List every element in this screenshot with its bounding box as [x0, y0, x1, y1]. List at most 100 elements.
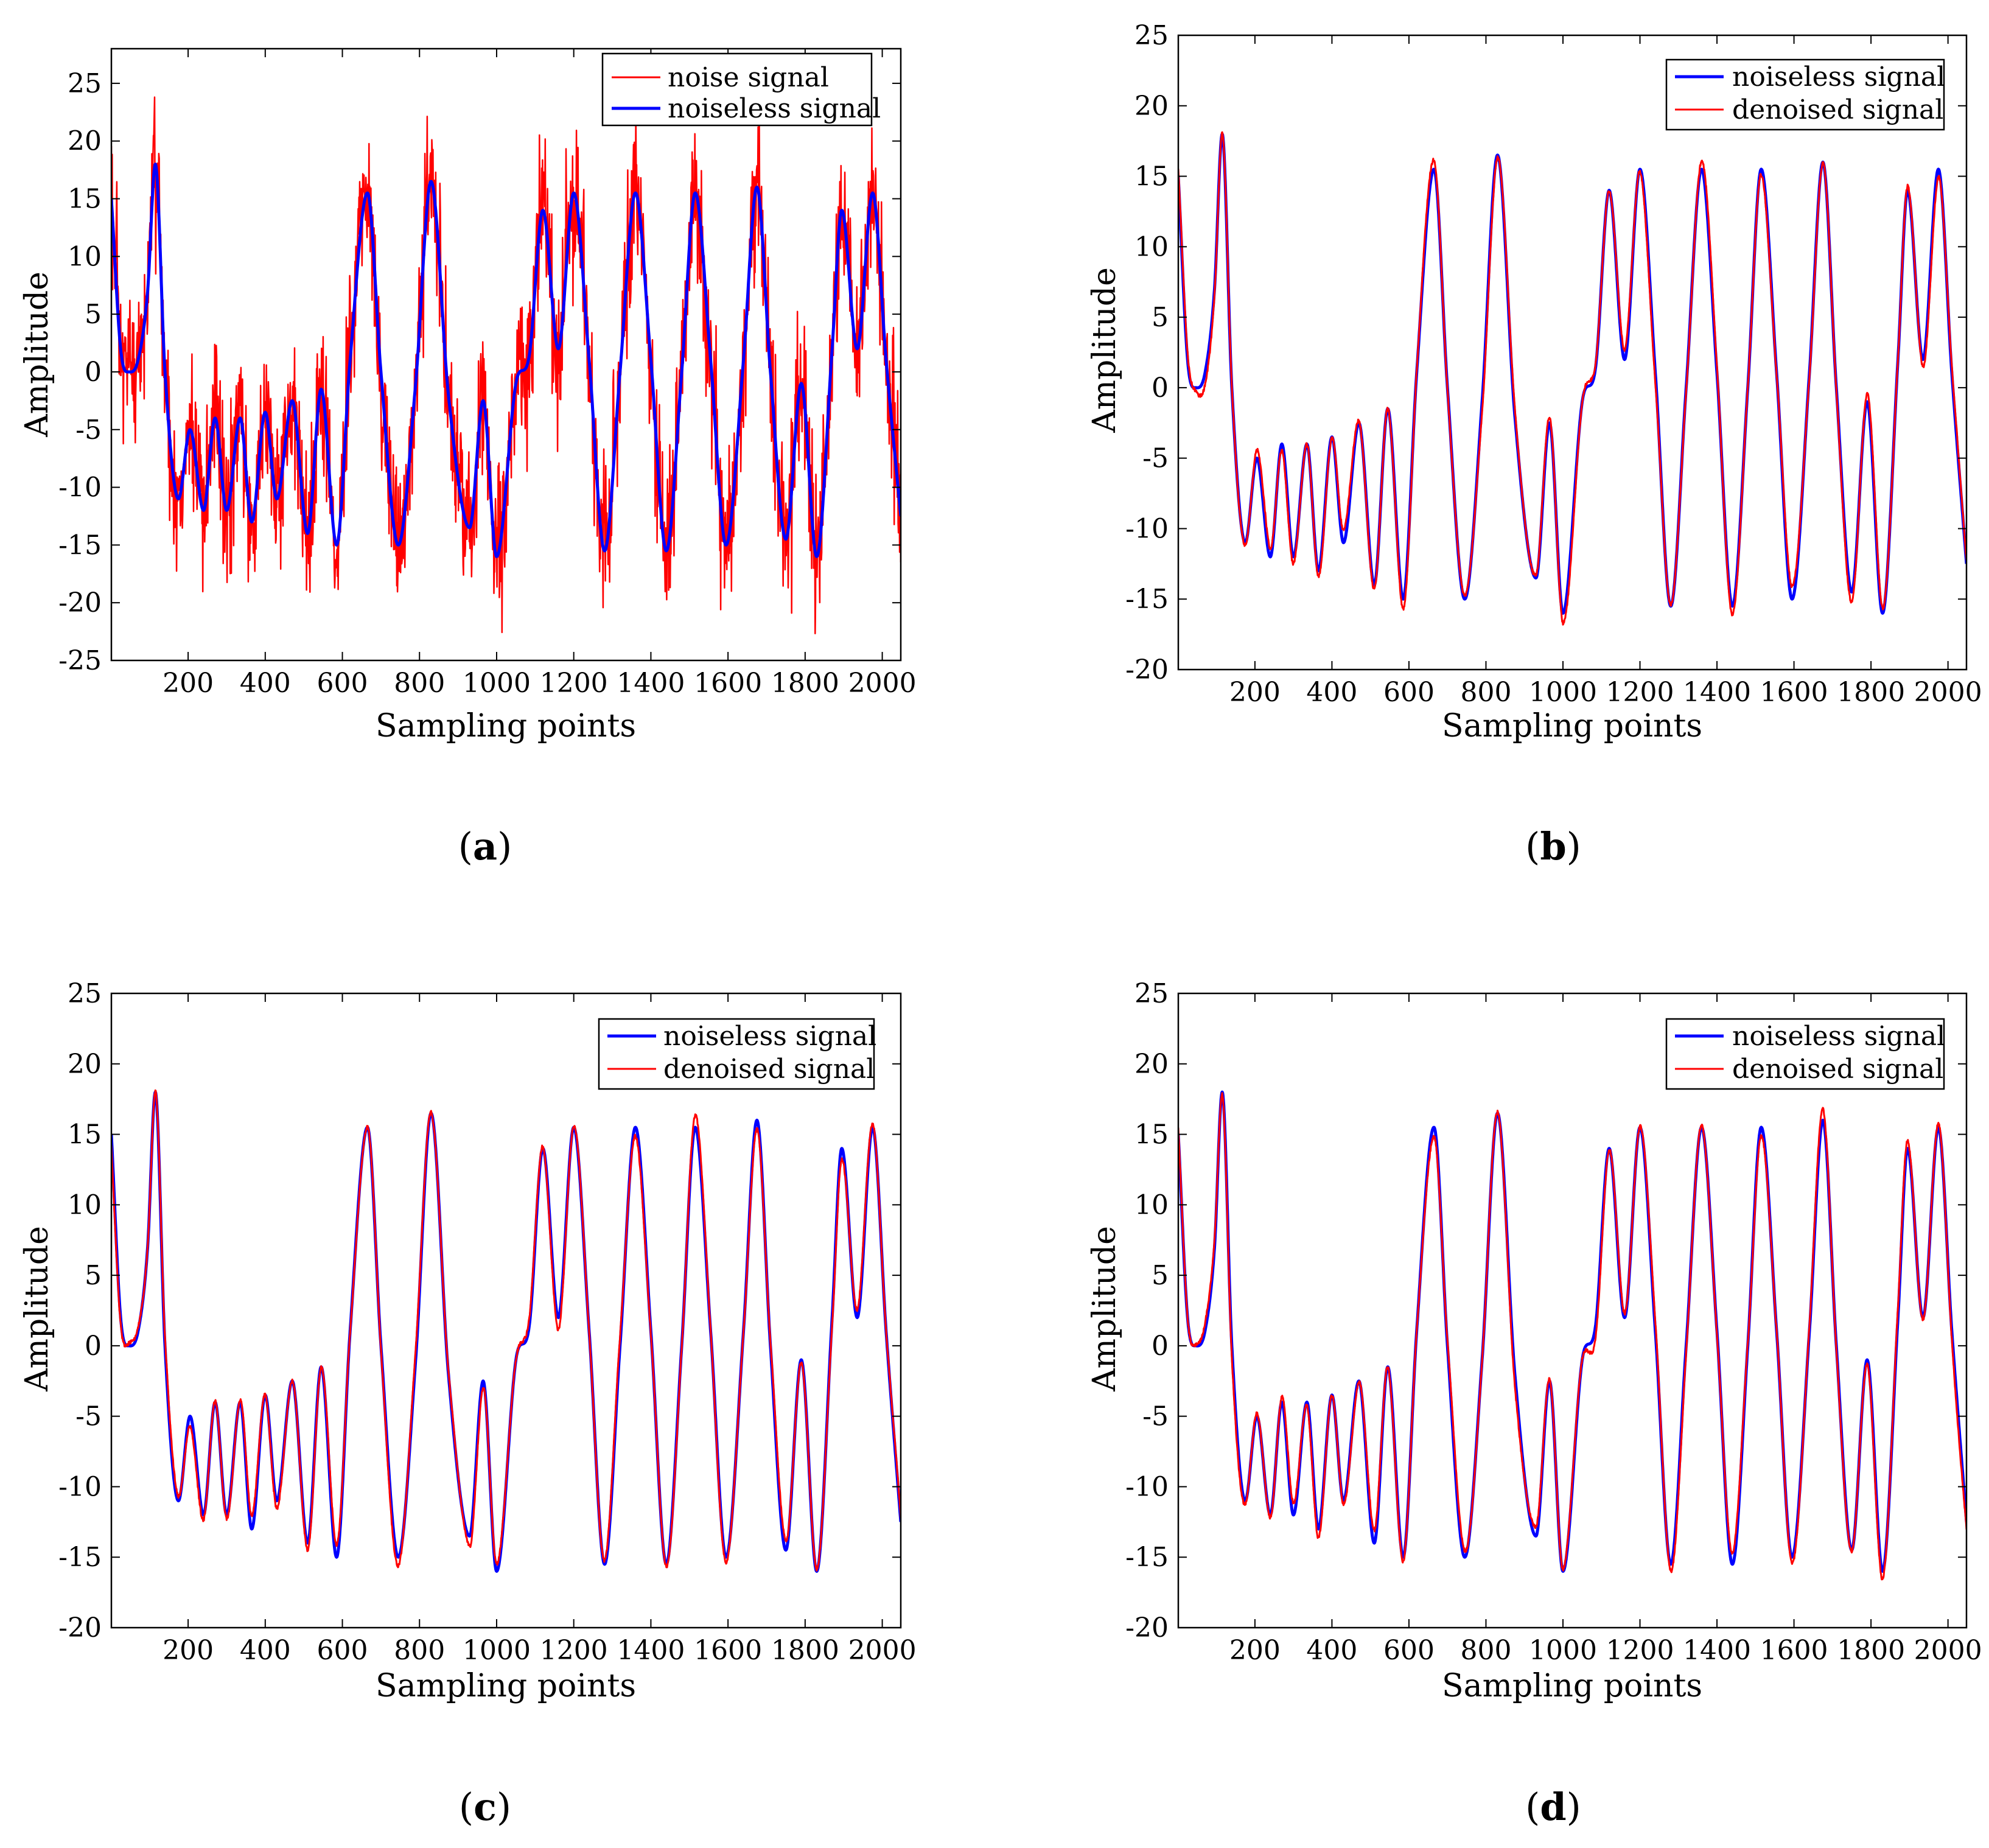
caption-c: (c)	[459, 1785, 511, 1829]
y-tick-label-a: 10	[68, 241, 102, 272]
y-tick-label-b: 5	[1152, 302, 1169, 333]
x-tick-label-d: 1400	[1683, 1635, 1751, 1666]
y-tick-label-c: 20	[68, 1049, 102, 1080]
y-tick-label-b: 25	[1134, 20, 1169, 51]
y-tick-label-c: 5	[85, 1260, 102, 1291]
x-tick-label-b: 1400	[1683, 677, 1751, 708]
y-tick-label-d: -10	[1125, 1471, 1169, 1502]
caption-letter-d: d	[1540, 1785, 1566, 1829]
caption-letter-c: c	[474, 1785, 497, 1829]
y-tick-label-b: 15	[1134, 161, 1169, 192]
y-tick-label-a: -20	[58, 587, 102, 618]
y-tick-label-a: -15	[58, 530, 102, 561]
x-tick-label-a: 1200	[540, 668, 608, 699]
series-line-clean-d	[1178, 1090, 1966, 1573]
y-tick-label-d: 0	[1152, 1331, 1169, 1362]
y-tick-label-a: 25	[68, 68, 102, 99]
y-tick-label-c: 25	[68, 978, 102, 1009]
legend-a: noise signal noiseless signal	[601, 52, 881, 127]
plot-area-a: 200 400 600 800 1000 1200 1400 1600 1800 2000-25-…	[58, 47, 917, 699]
x-tick-label-a: 1800	[771, 668, 839, 699]
y-tick-label-a: 20	[68, 126, 102, 157]
x-tick-label-a: 600	[317, 668, 368, 699]
legend-label-noiseless-signal-b: noiseless signal	[1732, 61, 1945, 93]
x-tick-label-a: 800	[394, 668, 445, 699]
y-tick-label-d: 5	[1152, 1260, 1169, 1291]
series-line-denoised-b	[1178, 131, 1966, 626]
legend-box-b	[1665, 58, 1945, 131]
x-tick-label-a: 2000	[848, 668, 917, 699]
y-axis-label-b: Amplitude	[1086, 267, 1123, 433]
plot-area-b: 200 400 600 800 1000 1200 1400 1600 1800 2000-20-…	[1125, 20, 1982, 708]
x-tick-label-c: 1600	[694, 1635, 762, 1666]
x-tick-label-c: 1800	[771, 1635, 839, 1666]
caption-b: (b)	[1525, 824, 1581, 869]
y-tick-label-a: 0	[85, 357, 102, 388]
caption-letter-b: b	[1540, 824, 1566, 869]
legend-box-a	[601, 52, 873, 127]
x-axis-label-c: Sampling points	[376, 1668, 636, 1704]
y-tick-label-b: -15	[1125, 584, 1169, 615]
legend-label-noiseless-signal-c: noiseless signal	[663, 1021, 876, 1052]
x-tick-label-c: 200	[163, 1635, 214, 1666]
x-tick-label-c: 1000	[463, 1635, 531, 1666]
axes-box-b	[1177, 34, 1968, 671]
x-tick-label-a: 1000	[463, 668, 531, 699]
y-tick-label-c: 15	[68, 1119, 102, 1150]
y-tick-label-a: 5	[85, 299, 102, 330]
x-tick-label-a: 1600	[694, 668, 762, 699]
series-line-noise-a	[111, 96, 901, 635]
x-tick-label-b: 200	[1229, 677, 1281, 708]
x-tick-label-c: 400	[240, 1635, 291, 1666]
y-axis-label-a: Amplitude	[19, 271, 55, 438]
legend-label-denoised-signal-c: denoised signal	[663, 1054, 875, 1085]
x-tick-label-a: 200	[163, 668, 214, 699]
x-tick-label-b: 1600	[1760, 677, 1828, 708]
x-tick-label-b: 1000	[1529, 677, 1597, 708]
x-tick-label-b: 400	[1306, 677, 1357, 708]
y-tick-label-b: -10	[1125, 513, 1169, 544]
y-tick-label-d: 10	[1134, 1189, 1169, 1220]
plot-area-c: 200 400 600 800 1000 1200 1400 1600 1800 2000-20-…	[58, 978, 916, 1666]
y-axis-label-d: Amplitude	[1086, 1226, 1123, 1392]
axes-box-c	[110, 992, 902, 1629]
y-tick-label-b: 20	[1134, 91, 1169, 122]
legend-label-denoised-signal-b: denoised signal	[1732, 94, 1943, 125]
y-tick-label-d: -20	[1125, 1612, 1169, 1643]
y-tick-label-d: 15	[1134, 1119, 1169, 1150]
x-tick-label-d: 200	[1229, 1635, 1281, 1666]
legend-box-c	[598, 1018, 875, 1090]
y-tick-label-d: -5	[1142, 1401, 1169, 1432]
panel-d: 200 400 600 800 1000 1200 1400 1600 1800 2000-20-…	[1086, 978, 1982, 1829]
y-tick-label-a: -10	[58, 472, 102, 503]
y-tick-label-d: -15	[1125, 1542, 1169, 1573]
series-line-clean-a	[111, 163, 901, 558]
x-tick-label-b: 800	[1460, 677, 1511, 708]
y-tick-label-c: 10	[68, 1189, 102, 1220]
y-axis-label-c: Amplitude	[19, 1226, 55, 1392]
axes-box-a	[110, 47, 902, 662]
y-tick-label-b: -20	[1125, 654, 1169, 685]
x-tick-label-a: 400	[240, 668, 291, 699]
legend-label-noiseless-signal: noiseless signal	[668, 93, 881, 124]
y-tick-label-d: 20	[1134, 1049, 1169, 1080]
x-tick-label-b: 2000	[1914, 677, 1982, 708]
series-line-denoised-d	[1178, 1092, 1966, 1581]
x-tick-label-c: 1400	[617, 1635, 685, 1666]
x-axis-label-a: Sampling points	[376, 708, 636, 744]
legend-label-noise-signal: noise signal	[668, 62, 829, 93]
y-tick-label-c: -5	[75, 1401, 102, 1432]
x-tick-label-d: 1600	[1760, 1635, 1828, 1666]
series-line-denoised-c	[111, 1089, 901, 1572]
x-tick-label-a: 1400	[617, 668, 685, 699]
y-tick-label-b: 0	[1152, 373, 1169, 404]
y-tick-label-c: -20	[58, 1612, 102, 1643]
axes-box-d	[1177, 992, 1968, 1629]
y-tick-label-c: -15	[58, 1542, 102, 1573]
y-tick-label-a: -25	[58, 645, 102, 676]
legend-c: noiseless signal denoised signal	[598, 1018, 876, 1090]
panel-a: 200 400 600 800 1000 1200 1400 1600 1800 2000-25-…	[19, 47, 917, 869]
x-tick-label-c: 800	[394, 1635, 445, 1666]
legend-box-d	[1665, 1018, 1945, 1090]
